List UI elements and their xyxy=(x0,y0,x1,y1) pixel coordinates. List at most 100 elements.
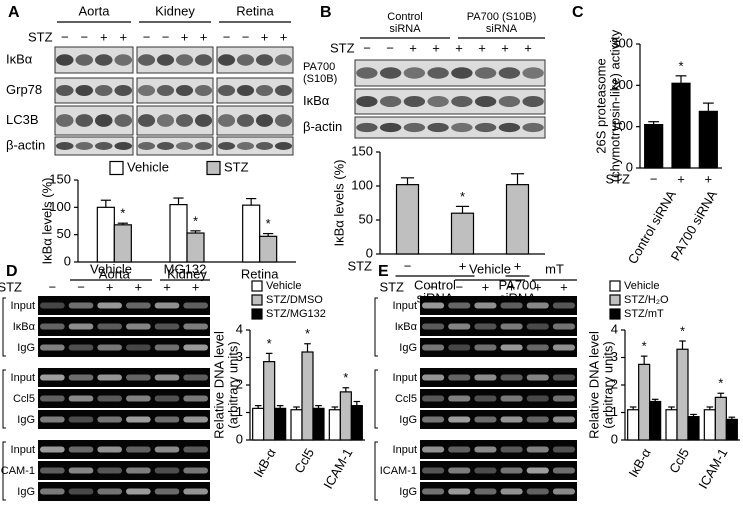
x-tick-label: Ccl5 xyxy=(291,446,317,476)
gel-band xyxy=(422,467,445,474)
blot-band xyxy=(75,142,94,150)
panel-label: C xyxy=(572,4,584,21)
gel-band xyxy=(526,323,549,330)
gel-band xyxy=(68,488,94,495)
annotation: * xyxy=(193,213,198,228)
gel-band xyxy=(448,488,471,495)
blot-label: (S10B) xyxy=(303,73,337,85)
gel-band xyxy=(183,374,208,381)
gel xyxy=(420,410,577,429)
annotation: * xyxy=(718,376,723,391)
gel-band xyxy=(40,344,65,351)
blot-band xyxy=(156,142,175,150)
gel-label: Ccl5 xyxy=(395,393,417,405)
bracket xyxy=(2,297,6,357)
stz-sign: + xyxy=(261,29,269,44)
y-tick-label: 50 xyxy=(359,211,373,226)
stz-sign: + xyxy=(100,29,108,44)
y-tick-label: 50 xyxy=(57,226,71,241)
blot-band xyxy=(94,114,113,127)
stz-sign: + xyxy=(432,40,440,55)
gel-band xyxy=(97,488,122,495)
stz-sign: + xyxy=(163,279,171,294)
gel-band xyxy=(448,323,471,330)
gel-band xyxy=(183,416,208,423)
gel-band xyxy=(422,395,445,402)
group-label: Vehicle xyxy=(469,261,511,276)
group-label: siRNA xyxy=(486,23,518,35)
gel-label: Input xyxy=(393,372,417,384)
legend-swatch xyxy=(609,280,621,292)
gel-band xyxy=(183,488,208,495)
blot-band xyxy=(474,67,497,79)
gel-band xyxy=(552,323,575,330)
stz-sign: − xyxy=(242,29,250,44)
blot-band xyxy=(194,142,213,150)
blot-band xyxy=(474,122,497,133)
bracket xyxy=(374,441,378,501)
gel-label: ICAM-1 xyxy=(0,465,35,477)
annotation: * xyxy=(120,206,125,221)
gel xyxy=(38,296,210,315)
gel xyxy=(38,461,210,480)
stz-sign: + xyxy=(192,279,200,294)
blot-band xyxy=(522,96,544,107)
gel-band xyxy=(422,416,445,423)
gel-band xyxy=(40,446,65,453)
bar xyxy=(274,407,287,441)
x-tick-label: IκB-α xyxy=(250,445,279,479)
gel-band xyxy=(154,416,180,423)
gel-label: Input xyxy=(393,444,417,456)
gel xyxy=(420,440,577,459)
gel-band xyxy=(500,467,523,474)
blot-band xyxy=(137,142,156,150)
blot-band xyxy=(356,67,378,79)
y-tick-label: 0 xyxy=(626,159,633,174)
legend-swatch xyxy=(251,308,263,320)
gel-band xyxy=(474,416,497,423)
legend-swatch xyxy=(609,308,621,320)
gel-band xyxy=(68,395,94,402)
group-label: siRNA xyxy=(417,290,454,305)
y-tick-label: 0 xyxy=(64,253,71,268)
y-axis-label: IκBα levels (%) xyxy=(39,178,54,265)
gel-band xyxy=(126,488,151,495)
blot-band xyxy=(194,114,213,127)
stz-label: STZ xyxy=(28,29,53,44)
bar xyxy=(665,409,678,441)
gel-band xyxy=(552,467,575,474)
bar xyxy=(96,206,115,263)
blot-band xyxy=(175,142,194,150)
gel-band xyxy=(526,488,549,495)
blot-band xyxy=(175,54,194,66)
gel xyxy=(38,338,210,357)
y-tick-label: 0 xyxy=(366,245,373,260)
blot-band xyxy=(55,114,74,127)
gel-band xyxy=(422,446,445,453)
blot-band xyxy=(427,67,449,79)
gel-band xyxy=(474,467,497,474)
gel xyxy=(420,461,577,480)
blot-band xyxy=(75,54,94,66)
blot-band xyxy=(94,54,113,66)
gel-band xyxy=(500,416,523,423)
blot-band xyxy=(55,142,74,150)
stz-sign: + xyxy=(524,40,532,55)
blot-band xyxy=(379,122,402,133)
blot-band xyxy=(75,114,94,127)
annotation: * xyxy=(678,58,683,73)
bar xyxy=(350,405,363,441)
blot-label: Grp78 xyxy=(6,82,42,97)
bar xyxy=(644,123,664,169)
gel-band xyxy=(474,302,497,309)
blot-band xyxy=(236,54,255,66)
y-tick-label: 100 xyxy=(611,118,633,133)
gel-band xyxy=(40,416,65,423)
gel-band xyxy=(40,488,65,495)
gel-band xyxy=(40,395,65,402)
y-tick-label: 3 xyxy=(611,349,618,364)
blot-band xyxy=(274,142,293,150)
blot-band xyxy=(55,85,74,96)
gel-band xyxy=(183,467,208,474)
blot-band xyxy=(255,142,274,150)
